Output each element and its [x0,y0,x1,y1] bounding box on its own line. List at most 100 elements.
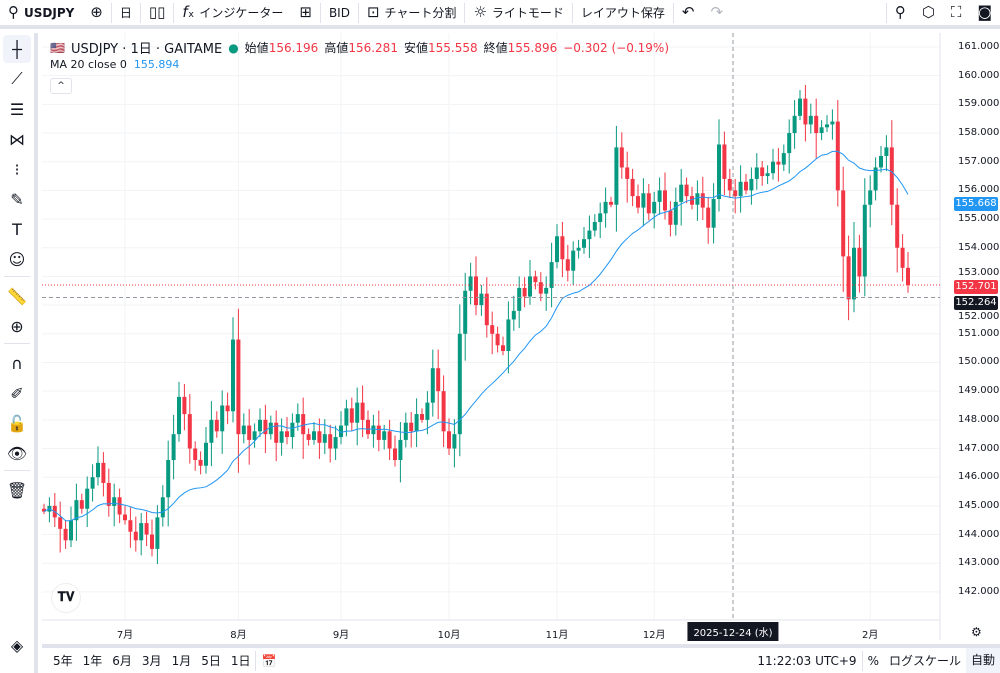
screenshot-button[interactable]: ◙ [969,2,1000,24]
candle-up [85,488,90,509]
candle-down [306,434,311,440]
hide-tool[interactable]: 👁 [3,439,31,467]
symbol-search-button[interactable]: ⚲ USDJPY [8,3,75,21]
candle-down [814,115,819,134]
theme-button[interactable]: ☼ ライトモード [473,3,564,21]
compare-button[interactable]: ⊕ [82,2,111,24]
range-1d[interactable]: 1日 [230,654,251,668]
candle-up [879,155,883,168]
drawing-toolbar: ┼ ⟋ ☰ ⋈ ⁝ ✎ T ☺ 📏 ⊕ ∩ ✐ 🔓 👁 🗑 ◈ [0,33,38,673]
goto-date-icon[interactable]: 📅 [261,653,277,668]
clock-time[interactable]: 11:22:03 UTC+9 [757,653,857,668]
split-chart-button[interactable]: ⊡ チャート分割 [366,3,457,21]
collapse-legend-button[interactable]: ^ [50,78,72,94]
delete-tool[interactable]: 🗑 [3,476,31,504]
range-3m[interactable]: 3月 [141,654,162,668]
range-1m[interactable]: 1月 [171,654,192,668]
candle-down [263,419,268,435]
chart-type-button[interactable]: ▯▯ [141,2,174,24]
brush-tool[interactable]: ✎ [3,185,31,213]
axis-settings-icon[interactable]: ⚙ [971,625,982,639]
fib-tool[interactable]: ☰ [3,95,31,123]
candle-up [430,368,435,403]
x-tick-label: 9月 [332,630,350,641]
interval-button[interactable]: 日 [119,6,132,20]
percent-toggle[interactable]: % [867,653,879,668]
candle-down [133,531,138,541]
candle-up [290,422,295,438]
log-scale-toggle[interactable]: ログスケール [888,654,961,668]
pattern-tool[interactable]: ⋈ [3,125,31,153]
candle-up [792,115,797,134]
range-1y[interactable]: 1年 [82,654,103,668]
candle-down [636,196,640,208]
redo-button[interactable]: ↷ [703,2,732,24]
candle-down [447,431,451,449]
candle-up [355,402,360,423]
legend-title[interactable]: USDJPY · 1日 · GAITAME [70,42,223,57]
candle-up [479,293,484,306]
candle-up [204,442,208,466]
candle-down [436,368,441,392]
top-toolbar: ⚲ USDJPY ⊕ 日 ▯▯ fₓ インジケーター ⊞ BID ⊡ チャート分割 ☼… [0,0,1000,29]
candle-down [484,293,489,326]
y-tick-label: 158.000 [958,127,1000,139]
ma-price-tag: 155.668 [954,197,998,211]
y-tick-label: 161.000 [958,41,1000,52]
range-5d[interactable]: 5日 [201,654,221,668]
candle-down [285,431,289,438]
trendline-tool[interactable]: ⟋ [3,65,31,93]
candle-up [90,477,95,489]
candle-down [690,196,694,205]
lock-tool[interactable]: 🔓 [3,409,31,437]
candle-down [247,425,252,440]
object-tree-button[interactable]: ◈ [3,631,31,659]
range-6m[interactable]: 6月 [112,654,132,668]
auto-scale-toggle[interactable]: 自動 [965,648,1000,673]
candle-down [803,98,808,125]
candle-up [549,262,554,288]
candle-up [171,434,176,460]
magnet-tool[interactable]: ∩ [3,349,31,377]
candle-up [825,124,829,128]
forecast-icon: ⁝ [14,159,20,179]
candle-up [765,173,770,177]
candle-down [776,161,781,165]
tradingview-logo[interactable]: 𝐓𝐕 [51,583,81,613]
y-tick-label: 160.000 [958,69,1000,81]
y-tick-label: 156.000 [958,184,1000,195]
measure-tool[interactable]: 📏 [3,282,31,310]
range-5y[interactable]: 5年 [53,654,73,668]
undo-button[interactable]: ↶ [674,2,703,24]
quick-search-button[interactable]: ⚲ [887,2,914,24]
candle-down [79,500,84,509]
forecast-tool[interactable]: ⁝ [3,155,31,183]
text-tool[interactable]: T [3,215,31,243]
ma-legend[interactable]: MA 20 close 0 155.894 [50,58,180,71]
templates-button[interactable]: ⊞ [291,2,320,24]
indicators-button[interactable]: fₓ インジケーター [182,3,284,21]
x-tick-label: 7月 [116,630,134,641]
candle-down [123,514,127,521]
candle-down [733,190,738,197]
x-tick-label: 10月 [437,630,461,641]
settings-button[interactable]: ⬡ [914,2,943,24]
candle-down [841,190,846,257]
bid-button[interactable]: BID [328,5,350,20]
candle-up [166,459,171,498]
candle-down [760,167,765,177]
high-value: 156.281 [348,41,398,55]
crosshair-tool[interactable]: ┼ [3,35,31,63]
candle-up [884,147,889,156]
candle-down [317,431,322,443]
candle-up [862,204,867,277]
fullscreen-button[interactable]: ⛶ [943,2,970,24]
stay-drawing-tool[interactable]: ✐ [3,379,31,407]
candle-up [587,230,592,240]
save-layout-button[interactable]: レイアウト保存 [580,6,665,20]
zoom-tool[interactable]: ⊕ [3,312,31,340]
candle-up [96,462,100,478]
candle-up [312,431,316,440]
icon-tool[interactable]: ☺ [3,245,31,273]
